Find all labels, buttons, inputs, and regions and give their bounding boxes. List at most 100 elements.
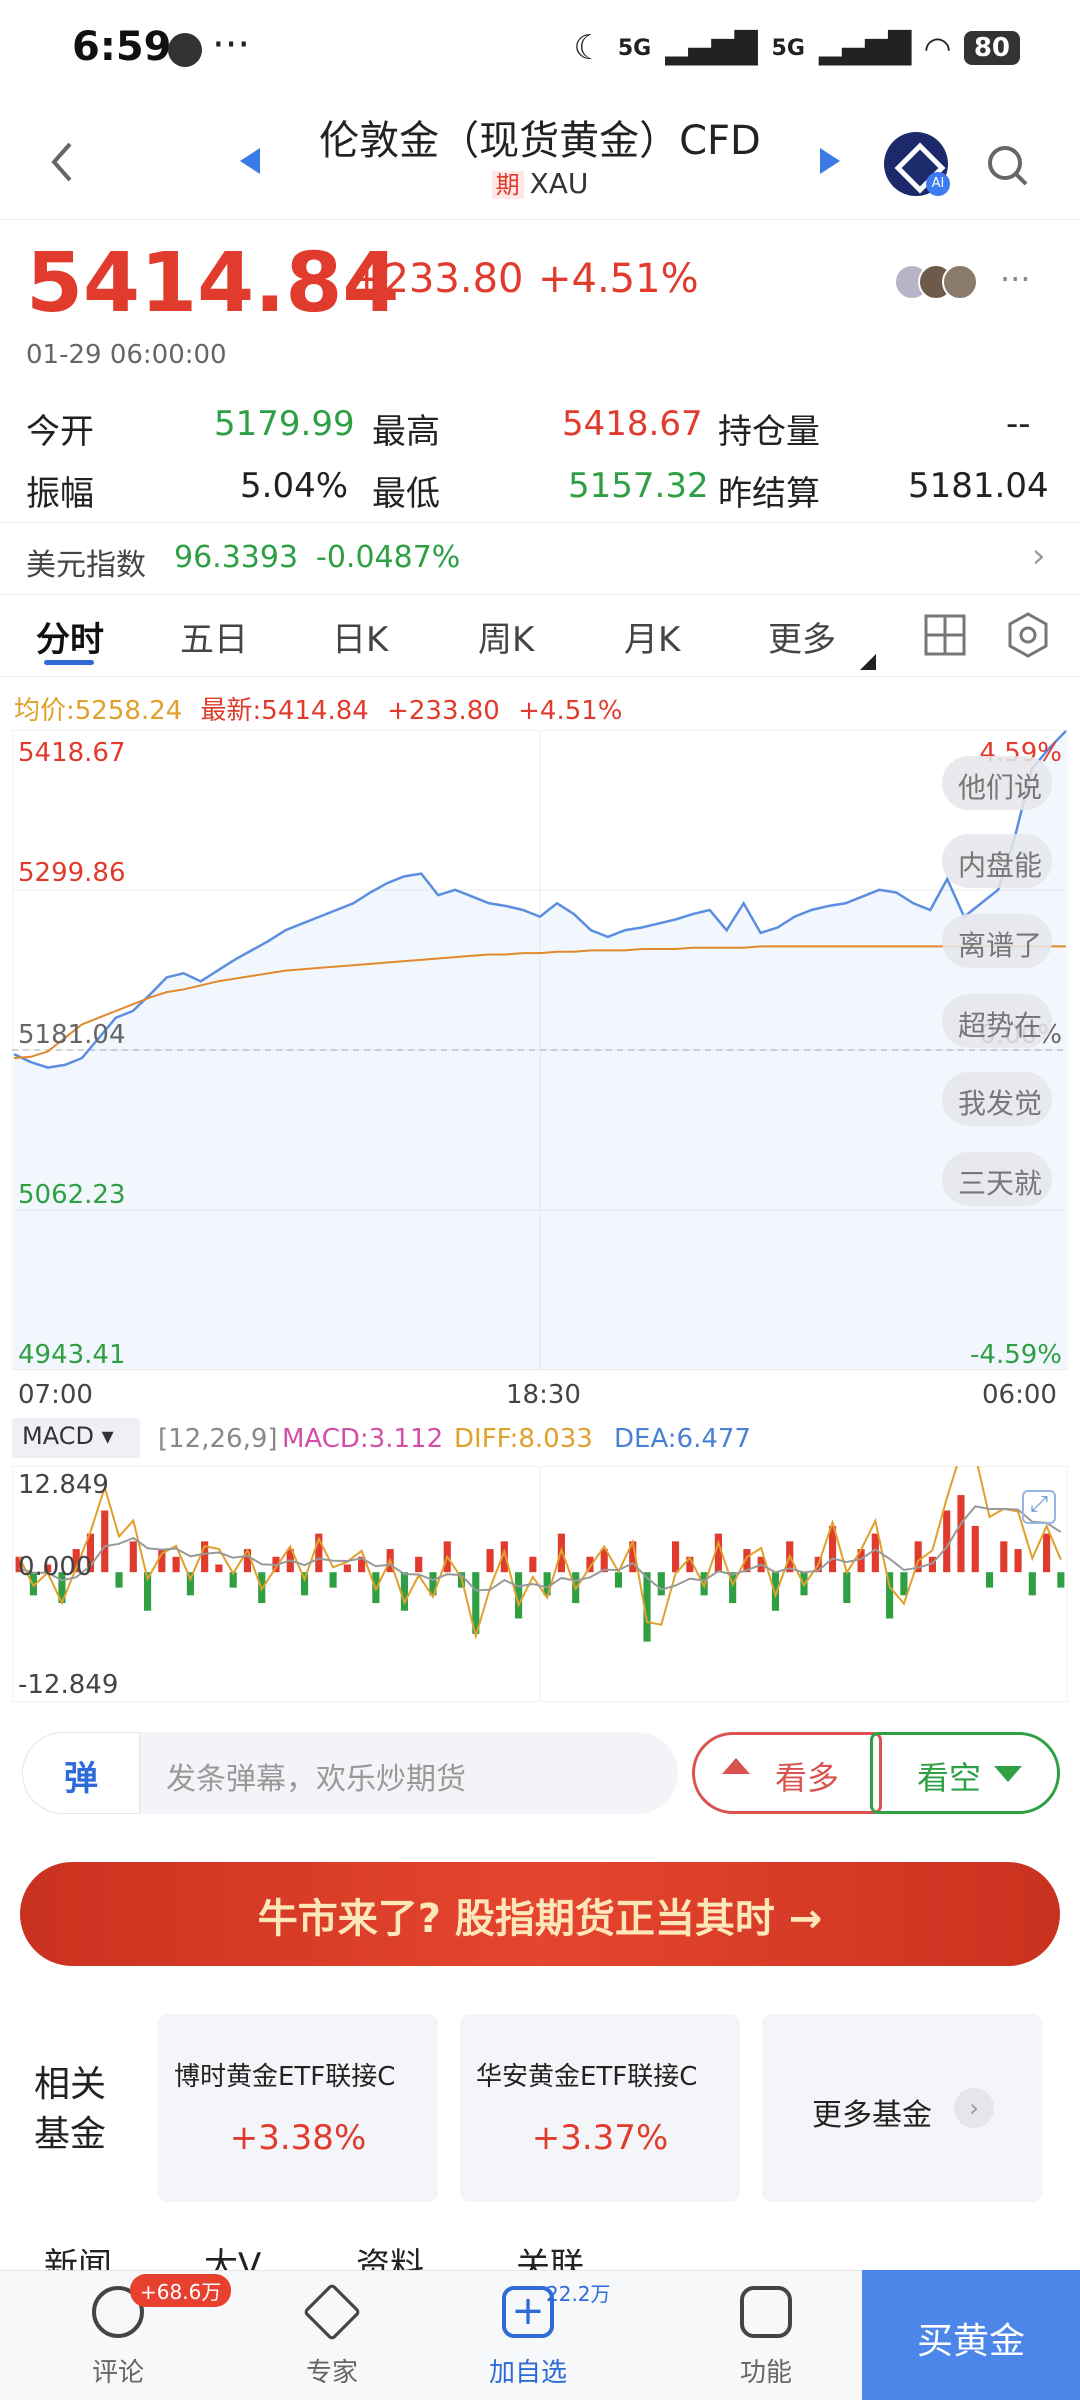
nav-experts[interactable]: 专家 — [272, 2282, 392, 2389]
side-comment[interactable]: 他们说 — [942, 756, 1052, 810]
macd-bar — [58, 1572, 66, 1604]
intraday-chart[interactable] — [12, 730, 1068, 1370]
stat-open: 5179.99 — [214, 404, 355, 444]
legend-avg: 均价:5258.24 — [14, 696, 183, 726]
macd-bar — [215, 1564, 223, 1573]
macd-bar — [86, 1533, 95, 1573]
chevron-right-icon: › — [954, 2088, 994, 2128]
stat-label: 今开 — [26, 412, 94, 452]
macd-bar — [515, 1572, 523, 1619]
stat-label: 持仓量 — [718, 412, 820, 452]
status-right: ☾ 5G ▂▄▆█ 5G ▂▄▆█ ◠ 80 — [573, 28, 1020, 68]
tab-daily-k[interactable]: 日K — [332, 620, 389, 660]
stat-prev-settle: 5181.04 — [908, 466, 1049, 506]
fund-card[interactable]: 博时黄金ETF联接C +3.38% — [158, 2014, 438, 2202]
macd-bar — [500, 1541, 508, 1573]
next-instrument-icon[interactable] — [818, 146, 842, 176]
futures-tag: 期 — [491, 171, 524, 199]
legend-latest: 最新:5414.84 — [200, 696, 369, 726]
search-icon[interactable] — [986, 144, 1030, 188]
more-funds-card[interactable]: 更多基金 › — [762, 2014, 1042, 2202]
promo-banner[interactable]: 牛市来了? 股指期货正当其时 → — [20, 1862, 1060, 1966]
macd-bar — [129, 1541, 137, 1573]
tab-more[interactable]: 更多 — [768, 620, 836, 660]
tab-weekly-k[interactable]: 周K — [478, 620, 535, 660]
x-label-mid: 18:30 — [506, 1380, 581, 1410]
header-bar — [0, 100, 1080, 220]
add-watchlist-icon: + — [502, 2286, 554, 2338]
y-label-upper: 5299.86 — [18, 858, 126, 888]
y-label-high: 5418.67 — [18, 738, 126, 768]
bearish-button[interactable]: 看空 — [870, 1732, 1060, 1814]
last-price: 5414.84 — [26, 236, 400, 331]
legend-chg: +233.80 — [387, 696, 500, 726]
divider — [0, 676, 1080, 677]
macd-bar — [971, 1525, 979, 1573]
indicator-select[interactable]: MACD ▾ — [12, 1418, 140, 1458]
expand-icon[interactable]: ⤢ — [1022, 1490, 1056, 1524]
side-comment[interactable]: 超势在 — [942, 994, 1052, 1048]
macd-bar — [629, 1541, 637, 1573]
settings-icon[interactable] — [1006, 612, 1050, 658]
macd-bar — [1057, 1572, 1065, 1588]
macd-chart[interactable] — [12, 1466, 1068, 1702]
nav-comments[interactable]: 评论 — [58, 2286, 178, 2389]
danmu-icon[interactable]: 弹 — [22, 1732, 140, 1814]
tab-5day[interactable]: 五日 — [180, 620, 248, 660]
nav-label: 加自选 — [488, 2358, 567, 2388]
macd-bar — [957, 1495, 965, 1573]
side-comment[interactable]: 离谱了 — [942, 914, 1052, 968]
buy-gold-button[interactable]: 买黄金 — [862, 2270, 1080, 2400]
macd-bar — [358, 1556, 366, 1573]
y-label-mid: 5181.04 — [18, 1020, 126, 1050]
dollar-index-label[interactable]: 美元指数 — [26, 548, 146, 583]
nav-functions[interactable]: 功能 — [706, 2286, 826, 2389]
stat-low: 5157.32 — [568, 466, 709, 506]
clock-app-icon — [168, 33, 202, 67]
more-funds-label: 更多基金 — [812, 2098, 932, 2133]
back-icon[interactable] — [48, 140, 78, 184]
danmu-placeholder: 发条弹幕，欢乐炒期货 — [166, 1762, 466, 1797]
macd-bar — [315, 1533, 323, 1573]
up-arrow-icon — [722, 1758, 750, 1774]
side-comment[interactable]: 三天就 — [942, 1152, 1052, 1206]
macd-bar — [343, 1564, 351, 1573]
macd-bar — [415, 1556, 423, 1573]
tab-intraday[interactable]: 分时 — [36, 620, 104, 660]
nav-label: 功能 — [739, 2358, 792, 2388]
macd-bar — [543, 1572, 551, 1596]
macd-bar — [714, 1533, 722, 1573]
status-time: 6:59 — [72, 24, 172, 70]
macd-bar — [672, 1541, 680, 1573]
comment-count-badge: +68.6万 — [130, 2274, 232, 2307]
nav-add-watchlist[interactable]: + 加自选 — [468, 2286, 588, 2389]
more-icon[interactable]: ··· — [1000, 260, 1031, 298]
stat-amplitude: 5.04% — [240, 466, 349, 506]
signal-5g-1: 5G — [617, 35, 652, 61]
side-comment[interactable]: 我发觉 — [942, 1072, 1052, 1126]
side-comment[interactable]: 内盘能 — [942, 834, 1052, 888]
functions-icon — [740, 2286, 792, 2338]
y-pct-low: -4.59% — [970, 1340, 1062, 1370]
macd-bar — [643, 1572, 651, 1642]
avatar — [942, 264, 978, 300]
ai-badge: AI — [926, 172, 950, 196]
macd-bar — [914, 1541, 922, 1573]
fund-card[interactable]: 华安黄金ETF联接C +3.37% — [460, 2014, 740, 2202]
commenter-avatars[interactable] — [894, 264, 994, 304]
macd-bar — [985, 1572, 994, 1588]
chevron-right-icon[interactable]: › — [1032, 536, 1046, 576]
tab-monthly-k[interactable]: 月K — [624, 620, 681, 660]
tab-active-indicator — [44, 660, 94, 665]
bullish-button[interactable]: 看多 — [692, 1732, 882, 1814]
macd-params: [12,26,9] — [158, 1424, 278, 1454]
macd-bar — [201, 1541, 209, 1573]
prev-instrument-icon[interactable] — [238, 146, 262, 176]
macd-bar — [15, 1556, 23, 1573]
legend-pct: +4.51% — [518, 696, 623, 726]
price-change: +233.80 — [350, 256, 524, 302]
macd-bar — [44, 1564, 52, 1573]
fund-name: 博时黄金ETF联接C — [174, 2062, 396, 2092]
grid-layout-icon[interactable] — [924, 614, 966, 656]
dea-value: DEA:6.477 — [614, 1424, 751, 1454]
